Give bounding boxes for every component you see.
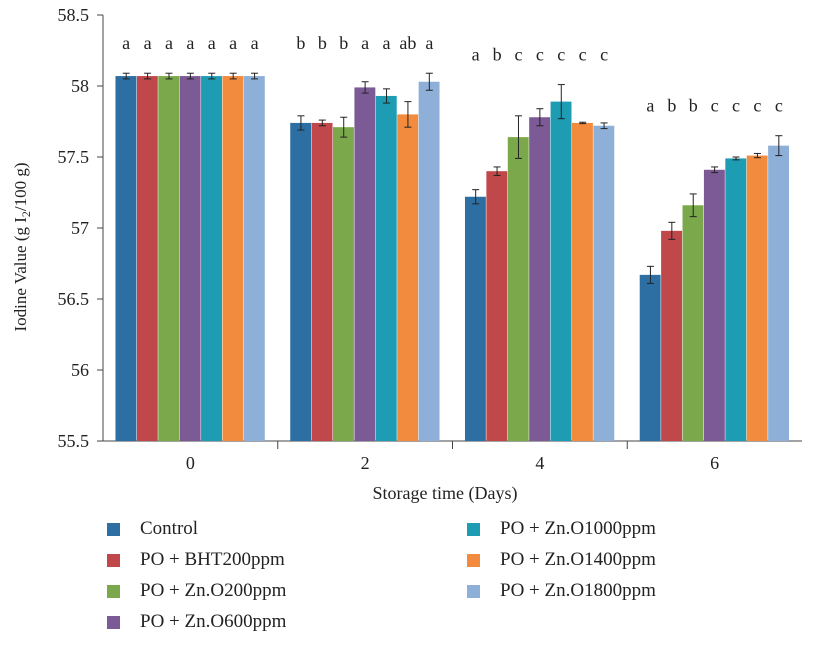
bar <box>464 196 486 441</box>
y-tick-label: 58.5 <box>58 5 90 25</box>
significance-label: a <box>251 33 259 53</box>
significance-label: a <box>229 33 237 53</box>
bar <box>571 122 593 442</box>
significance-label: a <box>425 33 433 53</box>
significance-label: a <box>646 96 654 116</box>
significance-label: b <box>689 96 698 116</box>
y-tick-label: 56.5 <box>58 289 90 309</box>
y-tick-label: 56 <box>71 360 89 380</box>
significance-label: a <box>165 33 173 53</box>
significance-label: c <box>536 45 544 65</box>
x-tick-label: 2 <box>361 453 370 473</box>
bar <box>290 122 312 442</box>
y-axis-label-subscript: 2 <box>19 211 33 217</box>
error-bars-group <box>122 72 783 284</box>
significance-label: a <box>144 33 152 53</box>
significance-label: b <box>493 45 502 65</box>
bar <box>682 205 704 441</box>
bar <box>158 76 180 441</box>
y-axis: 55.5 56 56.5 57 57.5 58 58.5 <box>58 5 104 451</box>
bar <box>746 155 768 441</box>
x-tick-label: 4 <box>535 453 544 473</box>
bar <box>507 137 529 441</box>
bar <box>703 169 725 441</box>
x-axis-label: Storage time (Days) <box>373 483 518 504</box>
bar <box>725 158 747 442</box>
significance-labels-group: a a a a a a a b b b a a ab aa b c c c c ca b b c c c c <box>122 33 783 115</box>
bar <box>201 76 222 441</box>
bar <box>550 101 572 442</box>
bar <box>639 274 661 441</box>
significance-label: c <box>579 45 587 65</box>
y-axis-label: Iodine Value (g I2/100 g) <box>11 162 33 331</box>
bar <box>311 122 333 442</box>
significance-label: a <box>208 33 216 53</box>
significance-label: b <box>339 33 348 53</box>
x-axis: 0 2 4 6 <box>103 440 802 473</box>
bars-group <box>115 76 790 442</box>
bar <box>115 76 137 441</box>
bar <box>222 76 244 441</box>
y-tick-label: 58 <box>71 76 89 96</box>
bar <box>593 125 615 441</box>
bar <box>136 76 158 441</box>
significance-label: a <box>186 33 194 53</box>
significance-label: c <box>753 96 761 116</box>
significance-label: b <box>296 33 305 53</box>
significance-label: b <box>667 96 676 116</box>
bar <box>661 230 683 441</box>
significance-label: c <box>775 96 783 116</box>
significance-label: c <box>514 45 522 65</box>
significance-label: c <box>600 45 608 65</box>
bar <box>354 87 376 442</box>
significance-label: a <box>383 33 391 53</box>
bar <box>418 81 440 442</box>
bar <box>486 171 508 441</box>
significance-label: a <box>472 45 480 65</box>
y-axis-label-tail: /100 g) <box>11 162 30 211</box>
bar <box>529 117 551 442</box>
y-tick-label: 55.5 <box>58 431 90 451</box>
y-axis-label-main: Iodine Value (g I <box>11 217 30 332</box>
significance-label: b <box>318 33 327 53</box>
bar <box>768 145 790 441</box>
significance-label: a <box>122 33 130 53</box>
x-tick-label: 6 <box>710 453 719 473</box>
bar <box>333 127 354 442</box>
significance-label: a <box>361 33 369 53</box>
y-tick-label: 57 <box>71 218 89 238</box>
significance-label: c <box>711 96 719 116</box>
x-tick-label: 0 <box>186 453 195 473</box>
significance-label: c <box>732 96 740 116</box>
bar <box>179 76 201 441</box>
y-tick-label: 57.5 <box>58 147 90 167</box>
significance-label: ab <box>399 33 416 53</box>
bar <box>243 76 265 441</box>
significance-label: c <box>557 45 565 65</box>
bar <box>397 114 419 442</box>
bar <box>375 95 397 441</box>
